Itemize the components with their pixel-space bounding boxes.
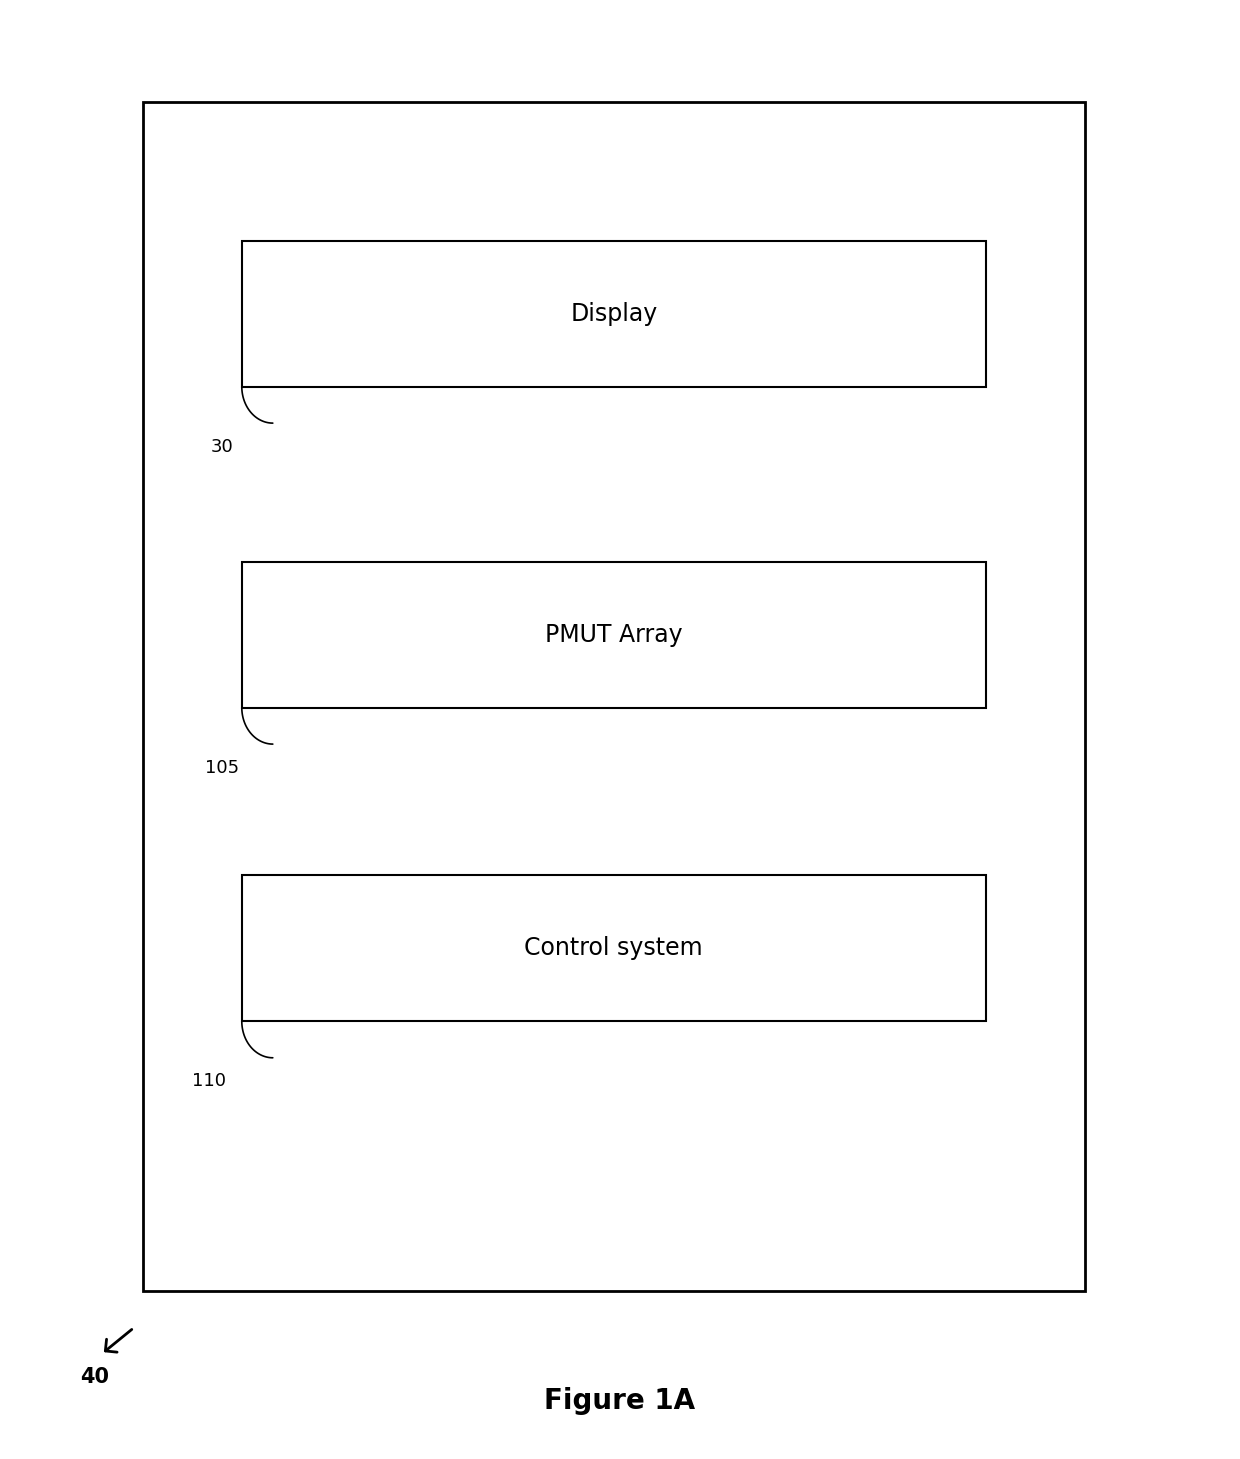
Bar (242, 875, 986, 1021)
Text: Control system: Control system (525, 937, 703, 960)
Text: 110: 110 (192, 1072, 226, 1090)
Text: Figure 1A: Figure 1A (544, 1388, 696, 1415)
Text: 30: 30 (211, 438, 233, 455)
Text: Display: Display (570, 302, 657, 325)
Text: 40: 40 (81, 1367, 109, 1388)
Bar (143, 102, 1085, 1291)
Bar (242, 241, 986, 387)
Text: PMUT Array: PMUT Array (546, 623, 682, 646)
Text: 105: 105 (205, 759, 239, 776)
Bar (242, 562, 986, 708)
